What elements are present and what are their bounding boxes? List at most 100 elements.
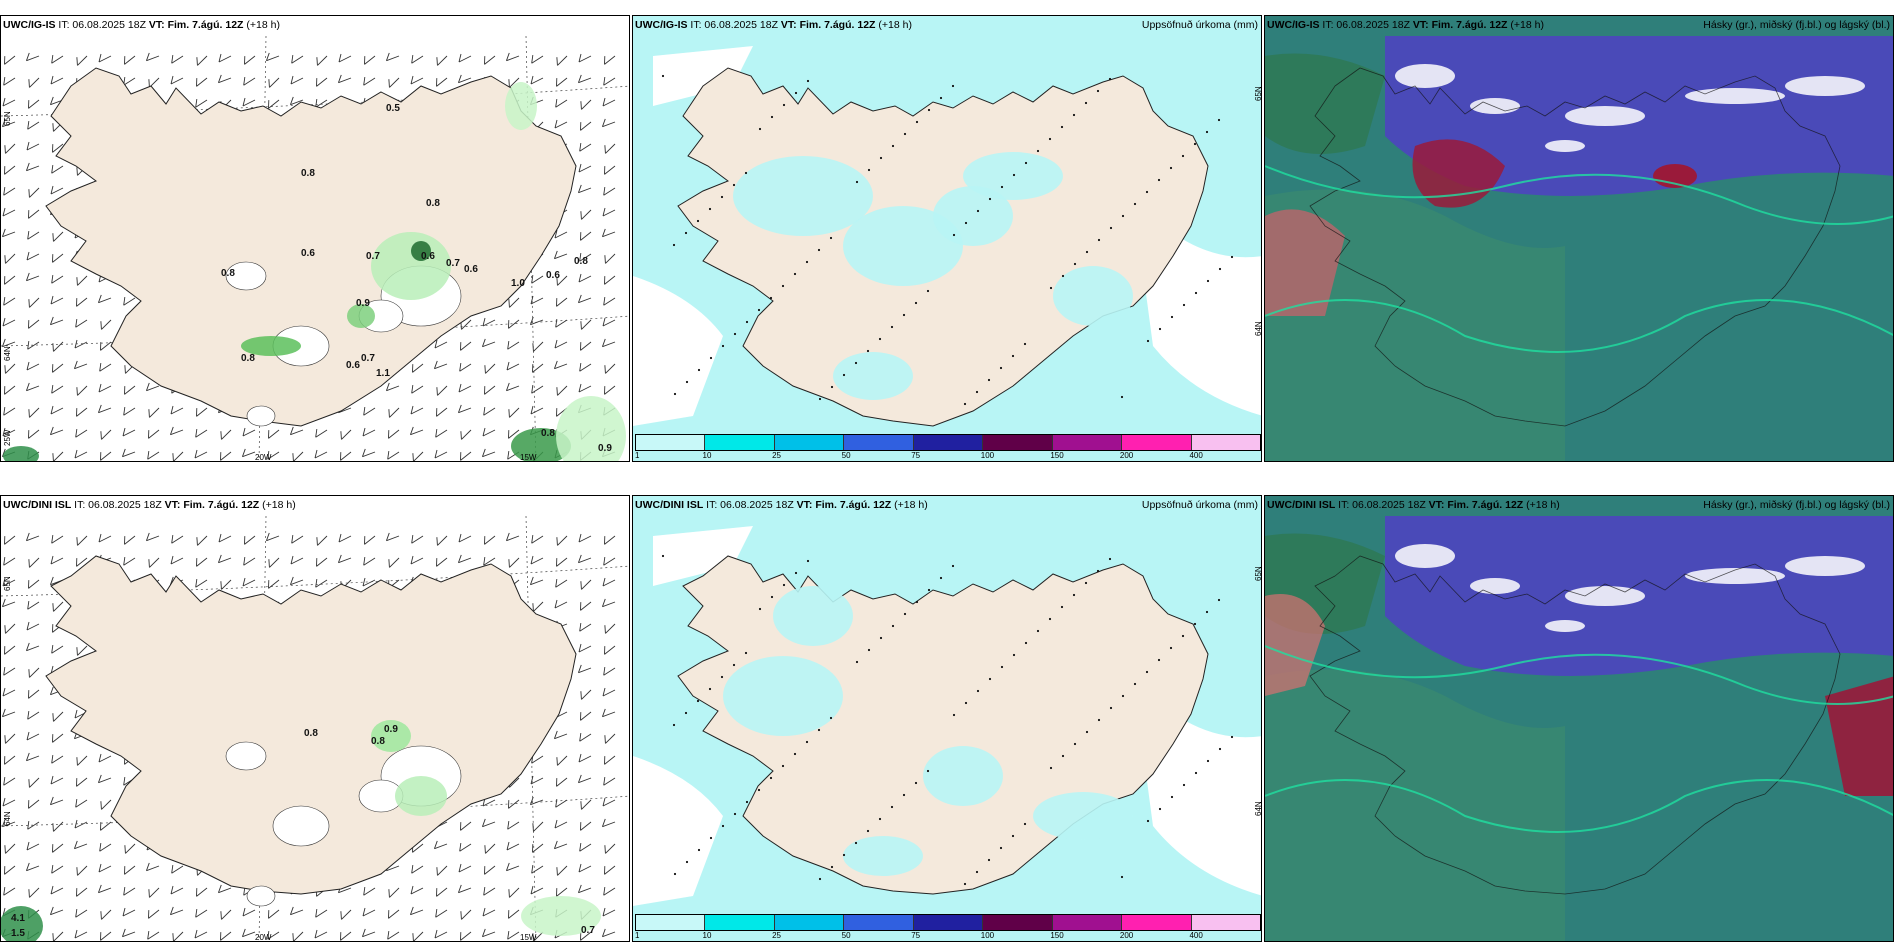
wind-barb [458,74,472,84]
precip-marker [963,882,967,886]
precip-marker [952,233,956,237]
wind-barb [196,887,208,897]
wind-barb [532,821,544,832]
wind-barb [411,534,424,544]
precip-marker [1023,822,1027,826]
wind-barb [76,385,88,396]
wind-barb [76,535,88,546]
colorbar-label: 25 [772,931,782,940]
wind-barb [52,821,64,832]
wind-barb [483,556,496,566]
wind-barb [4,363,16,374]
model-label: UWC/DINI ISL [3,499,72,511]
dry-area [653,46,753,106]
precip-marker [927,108,931,112]
wind-barb [532,363,544,373]
wind-barb [578,753,592,763]
wind-barb [26,841,40,851]
panel-title: Uppsöfnuð úrkoma (mm) [1141,19,1258,31]
wind-barb [2,338,16,348]
cloud-contour [1265,299,1893,353]
dry-area [633,756,723,906]
wind-barb [28,799,40,809]
wind-barb [363,406,376,416]
wind-barb [266,52,280,62]
precip-patch [1053,266,1133,326]
wind-barb [508,77,520,88]
precip-marker [733,332,737,336]
precip-marker [1169,166,1173,170]
precip-value-label: 1.1 [376,368,390,379]
panel-top-left-wind: UWC/IG-IS IT: 06.08.2025 18Z VT: Fim. 7.… [0,15,630,462]
wind-barb [2,317,16,327]
precip-patch [511,428,571,461]
wind-barb [554,840,568,850]
wind-barb [458,884,472,894]
wind-barb [436,407,448,417]
precip-marker [745,320,749,324]
wind-barb [458,53,472,63]
wind-barb [316,77,328,87]
wind-barb [554,819,568,829]
it-label: IT: 06.08.2025 18Z [74,499,162,511]
precip-marker [927,588,931,592]
wind-barb [458,554,472,564]
wind-barb [28,77,40,88]
wind-barb [530,555,544,565]
lat-label-64n: 64N [1254,801,1262,816]
wind-barb [554,730,568,740]
wind-barb [388,407,400,418]
wind-barb [27,600,40,610]
wind-barb [315,98,328,108]
precip-marker [988,677,992,681]
wind-barb [290,426,304,436]
wind-barb [388,909,400,919]
precip-patch [833,352,913,400]
precip-marker [758,607,762,611]
wind-barb [100,451,112,461]
wind-barb [531,534,544,544]
colorbar-swatch [983,435,1053,450]
wind-barb [554,229,568,239]
precip-marker [1230,255,1234,259]
wind-barb [314,449,328,459]
colorbar-label: 10 [702,931,712,940]
precip-value-label: 1.0 [511,278,525,289]
wind-barb [28,297,40,308]
wind-barb [2,598,16,608]
wind-barb [2,118,16,128]
precip-marker [1072,113,1076,117]
wind-barb [388,557,400,568]
wind-barb [604,363,616,374]
wind-barb [242,928,256,938]
wind-barb [532,843,544,853]
wind-barb [602,118,616,128]
panel-header: UWC/IG-IS IT: 06.08.2025 18Z VT: Fim. 7.… [1265,17,1893,33]
precip-marker [842,373,846,377]
precip-marker [1120,875,1124,879]
precip-value-label: 0.8 [221,268,235,279]
wind-barb [3,666,16,676]
precip-marker [1218,267,1222,271]
wind-barb [52,253,64,263]
wind-barb [218,74,232,84]
wind-barb [579,842,592,852]
wind-barb [460,821,472,831]
wind-barb [268,429,280,439]
wind-barb [4,55,16,65]
colorbar-label: 200 [1119,451,1134,460]
wind-barb [147,450,160,460]
precip-marker [878,817,882,821]
precip-marker [975,870,979,874]
wind-barb [556,777,568,787]
precip-patch [521,896,601,936]
precip-marker [1133,682,1137,686]
model-label: UWC/IG-IS [3,19,56,31]
wind-barb [290,555,304,565]
colorbar-label: 50 [841,931,851,940]
wind-barb [26,52,40,62]
wind-barb [76,645,88,656]
precip-marker [672,243,676,247]
wind-barb [338,533,352,543]
precip-marker [891,624,895,628]
